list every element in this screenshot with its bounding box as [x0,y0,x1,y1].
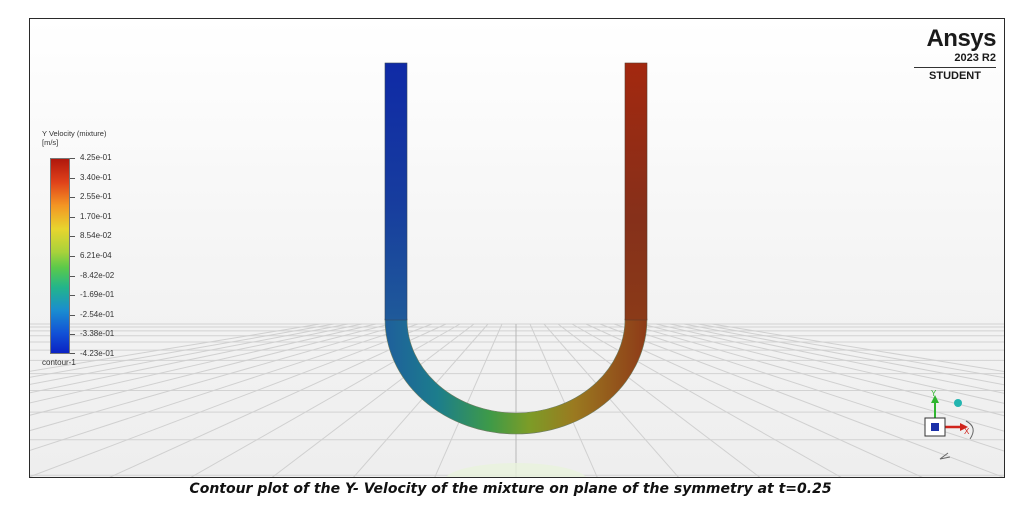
left-leg [384,62,408,321]
ground-grid [30,323,1004,477]
legend-tick-label: 6.21e-04 [80,251,112,260]
legend-tick-label: -2.54e-01 [80,309,115,319]
graphics-viewport[interactable]: Y Velocity (mixture) [m/s] 4.25e-01 3.40… [29,18,1005,478]
legend-units: [m/s] [42,138,59,147]
grid-line [683,323,1004,386]
legend-tick [70,334,75,336]
grid-line [30,323,363,394]
grid-line [30,323,433,477]
grid-line [697,323,1004,379]
legend-object-name: contour-1 [42,358,76,367]
legend-tick [70,275,75,277]
legend-tick-label: 3.40e-01 [80,172,112,182]
legend-tick [70,197,75,199]
grid-line [30,323,419,451]
grid-line [655,323,1004,404]
legend-tick [70,158,75,159]
right-leg [624,62,648,321]
legend-title: Y Velocity (mixture) [42,129,107,138]
legend-tick [70,314,75,316]
legend-tick-label: 4.25e-01 [80,153,112,162]
grid-line [353,323,489,477]
z-axis-marker [931,423,939,431]
grid-line [30,323,391,416]
grid-line [271,323,475,477]
grid-line [30,323,377,404]
y-axis-arrowhead [931,395,939,403]
grid-line [30,323,349,385]
legend-color-bar [50,158,70,354]
legend-tick-label: 8.54e-02 [80,231,112,241]
brand-divider [914,67,996,68]
legend-tick-label: -3.38e-01 [80,329,115,339]
isometric-view-icon[interactable] [954,399,962,407]
grid-line [613,323,1004,452]
grid-line [711,323,1004,373]
grid-line [30,323,335,378]
legend-tick-label: -4.23e-01 [80,349,115,358]
legend-tick [70,216,75,218]
rotate-arrow-icon[interactable] [965,420,974,440]
legend-tick [70,177,75,179]
legend-tick-label: -8.42e-02 [80,270,115,280]
x-axis-label: X [964,427,970,436]
rotate-arrow-icon[interactable] [939,452,951,460]
grid-line [571,323,842,477]
grid-line [557,323,761,477]
legend-tick-label: 1.70e-01 [80,211,112,221]
grid-line [669,323,1004,394]
u-tube-contour [384,62,648,477]
legend-tick [70,295,75,297]
grid-line [599,323,1004,477]
grid-line [434,323,503,477]
brand-version: 2023 R2 [954,52,996,64]
grid-line [585,323,923,477]
legend-tick-label: -1.69e-01 [80,290,115,300]
brand-edition: STUDENT [929,70,981,82]
legend-tick [70,353,75,354]
y-axis-label: Y [931,389,937,398]
grid-line [30,323,321,372]
grid-line [529,323,598,477]
brand-name: Ansys [926,25,996,52]
grid-line [543,323,679,477]
figure-caption: Contour plot of the Y- Velocity of the m… [189,481,832,497]
color-legend[interactable]: Y Velocity (mixture) [m/s] 4.25e-01 3.40… [42,129,162,379]
legend-tick-label: 2.55e-01 [80,192,112,202]
ansys-logo: Ansys 2023 R2 STUDENT [904,25,997,83]
grid-line [641,323,1004,417]
legend-tick [70,256,75,257]
grid-line [109,323,447,477]
grid-line [190,323,461,477]
x-axis-arrowhead [960,423,968,431]
grid-line [30,323,405,432]
legend-tick [70,236,75,238]
axis-triad[interactable]: Y X [918,387,988,467]
grid-line [627,323,1004,432]
